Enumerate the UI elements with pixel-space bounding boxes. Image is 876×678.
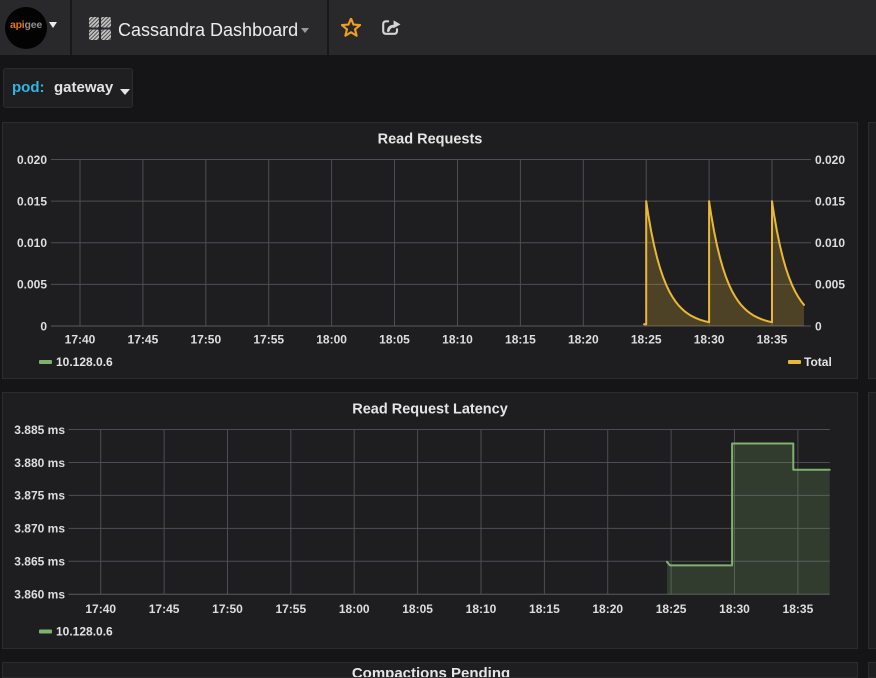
svg-text:Read Request Latency: Read Request Latency	[352, 401, 508, 417]
svg-text:0.020: 0.020	[17, 153, 47, 167]
svg-text:18:00: 18:00	[316, 332, 347, 346]
svg-text:0.005: 0.005	[17, 278, 47, 292]
svg-text:18:15: 18:15	[505, 332, 536, 346]
svg-text:Read Requests: Read Requests	[378, 131, 483, 147]
svg-text:3.875 ms: 3.875 ms	[14, 489, 65, 503]
svg-text:18:30: 18:30	[694, 332, 725, 346]
svg-text:0.015: 0.015	[815, 194, 845, 208]
svg-text:0.010: 0.010	[815, 236, 845, 250]
svg-text:17:45: 17:45	[128, 332, 159, 346]
svg-text:17:50: 17:50	[212, 602, 243, 616]
svg-text:18:30: 18:30	[719, 602, 750, 616]
svg-text:17:40: 17:40	[65, 332, 96, 346]
svg-text:10.128.0.6: 10.128.0.6	[56, 355, 113, 369]
svg-text:18:20: 18:20	[568, 332, 599, 346]
svg-text:17:55: 17:55	[253, 332, 284, 346]
svg-text:18:35: 18:35	[757, 332, 788, 346]
svg-text:0.010: 0.010	[17, 236, 47, 250]
svg-text:10.128.0.6: 10.128.0.6	[56, 624, 113, 638]
svg-text:17:50: 17:50	[190, 332, 221, 346]
svg-text:0.015: 0.015	[17, 194, 47, 208]
svg-text:18:10: 18:10	[442, 332, 473, 346]
svg-text:18:25: 18:25	[656, 602, 687, 616]
svg-text:18:20: 18:20	[592, 602, 623, 616]
svg-text:18:05: 18:05	[402, 602, 433, 616]
svg-text:3.885 ms: 3.885 ms	[14, 423, 65, 437]
svg-text:0.005: 0.005	[815, 278, 845, 292]
svg-text:17:55: 17:55	[275, 602, 306, 616]
svg-text:18:15: 18:15	[529, 602, 560, 616]
svg-text:3.880 ms: 3.880 ms	[14, 456, 65, 470]
svg-text:Total: Total	[804, 355, 832, 369]
svg-text:18:00: 18:00	[339, 602, 370, 616]
svg-text:17:45: 17:45	[149, 602, 180, 616]
svg-text:0.020: 0.020	[815, 153, 845, 167]
svg-text:3.860 ms: 3.860 ms	[14, 588, 65, 602]
svg-text:3.870 ms: 3.870 ms	[14, 522, 65, 536]
svg-text:18:05: 18:05	[379, 332, 410, 346]
svg-text:18:35: 18:35	[783, 602, 814, 616]
svg-text:18:10: 18:10	[466, 602, 497, 616]
svg-text:18:25: 18:25	[631, 332, 662, 346]
svg-text:0: 0	[40, 319, 47, 333]
svg-text:0: 0	[815, 319, 822, 333]
svg-text:3.865 ms: 3.865 ms	[14, 555, 65, 569]
svg-text:17:40: 17:40	[85, 602, 116, 616]
